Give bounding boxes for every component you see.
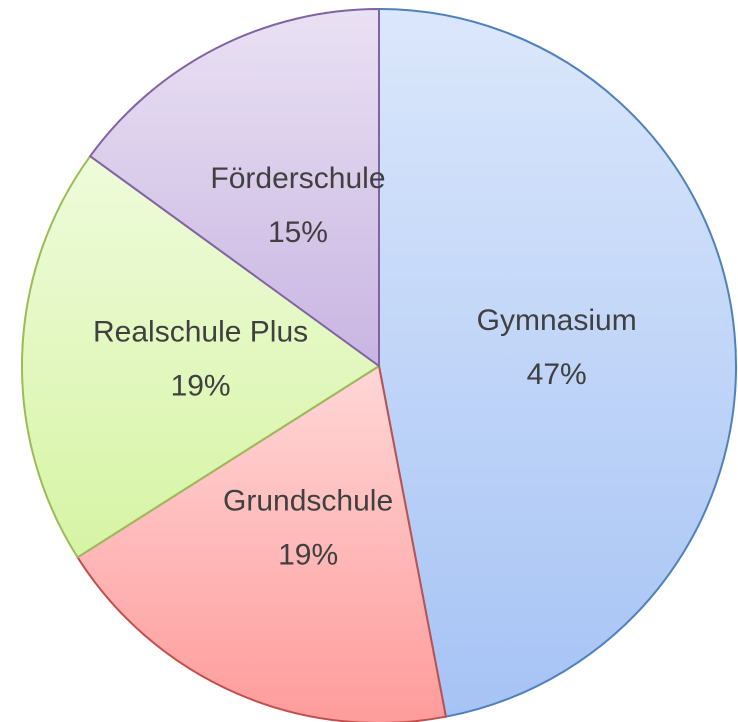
slice-label: Gymnasium	[477, 304, 637, 337]
pie-slice	[88, 7, 380, 368]
pie-slice	[21, 154, 381, 559]
slice-value: 47%	[527, 358, 587, 391]
slice-label: Realschule Plus	[93, 315, 308, 348]
slice-label: Förderschule	[210, 162, 385, 195]
pie-slice	[378, 7, 737, 718]
slice-value: 15%	[268, 216, 328, 249]
slice-label: Grundschule	[223, 485, 393, 518]
pie-slice	[76, 364, 448, 722]
slice-value: 19%	[171, 369, 231, 402]
slice-value: 19%	[278, 539, 338, 572]
